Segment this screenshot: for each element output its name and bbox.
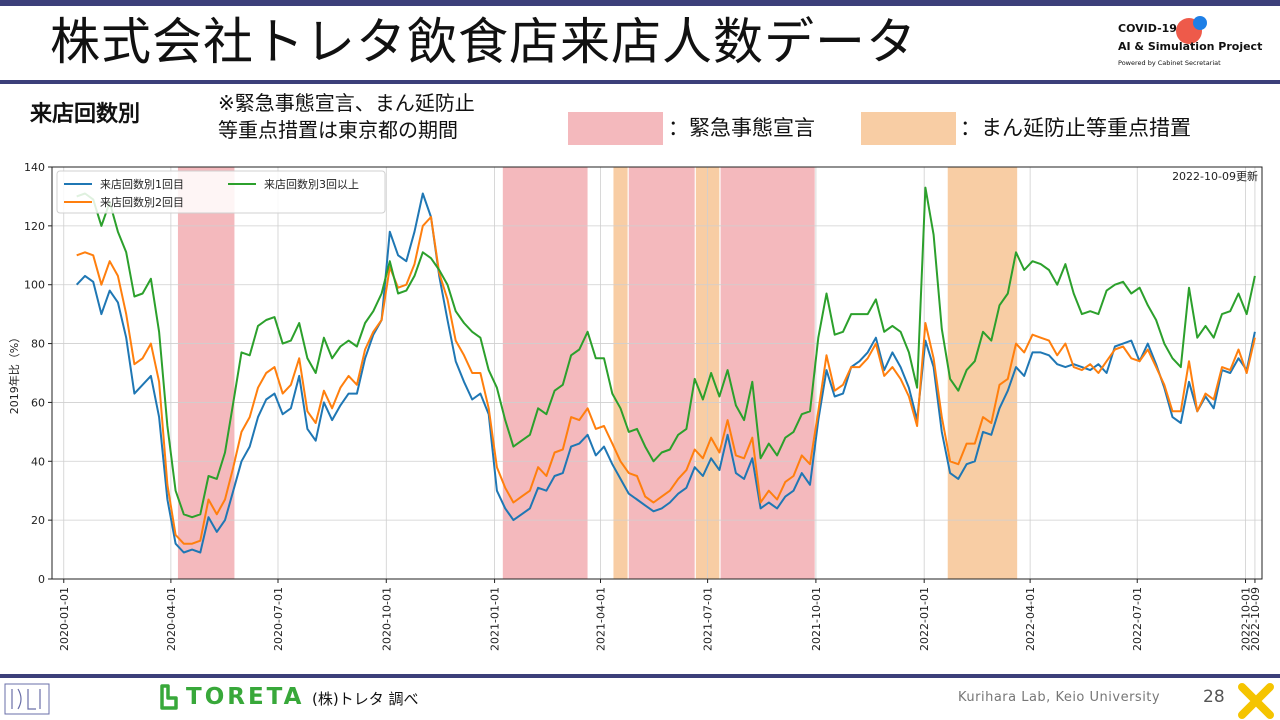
logo-blue-dot — [1193, 16, 1207, 30]
priority-legend-label: ：まん延防止等重点措置 — [960, 116, 1191, 140]
legend-label-3: 来店回数別3回以上 — [264, 177, 359, 191]
visitor-chart: 0 20 40 60 80 100 120 140 2020-01-01 2020-04-01 20… — [7, 161, 1263, 651]
y-tick-label: 120 — [24, 220, 45, 233]
x-tick-label: 2020-01-01 — [58, 587, 71, 651]
y-tick-label: 0 — [38, 573, 45, 586]
toreta-brand: TORETA — [186, 684, 305, 710]
lab-icon — [4, 683, 50, 715]
series-line-2 — [76, 216, 1256, 545]
covid-ai-project-logo: COVID-19 AI & Simulation Project Powered… — [1118, 14, 1268, 72]
x-tick-label: 2022-07-01 — [1131, 587, 1144, 651]
top-accent-bar — [0, 0, 1280, 6]
y-axis-label: 2019年比（%） — [7, 332, 21, 414]
data-credit: (株)トレタ 調べ — [312, 690, 419, 708]
x-tick-label: 2022-04-01 — [1024, 587, 1037, 651]
logo-line1: COVID-19 — [1118, 22, 1177, 35]
priority-period-band — [613, 167, 628, 579]
update-note: 2022-10-09更新 — [1172, 169, 1258, 183]
toreta-logo-icon — [160, 684, 178, 710]
y-tick-label: 140 — [24, 161, 45, 174]
x-tick-label: 2020-04-01 — [165, 587, 178, 651]
legend-label-2: 来店回数別2回目 — [100, 195, 184, 209]
x-tick-label: 2021-04-01 — [595, 587, 608, 651]
plot-frame — [51, 166, 1263, 580]
x-tick-label: 2020-07-01 — [272, 587, 285, 651]
y-tick-label: 60 — [31, 396, 45, 409]
priority-period-band — [947, 167, 1018, 579]
emergency-period-band — [720, 167, 815, 579]
footer-divider — [0, 674, 1280, 678]
series-line-1 — [75, 192, 1256, 554]
period-note-line1: ※緊急事態宣言、まん延防止 — [218, 91, 475, 115]
x-tick-label: 2022-01-01 — [918, 587, 931, 651]
y-tick-label: 100 — [24, 279, 45, 292]
legend-label-1: 来店回数別1回目 — [100, 177, 184, 191]
x-tick-label: 2022-10-09 — [1249, 587, 1262, 651]
x-tick-label: 2022-10-01 — [1240, 587, 1253, 651]
emergency-legend-label: ：緊急事態宣言 — [668, 116, 815, 140]
x-tick-label: 2021-07-01 — [702, 587, 715, 651]
logo-line2: AI & Simulation Project — [1118, 40, 1263, 53]
emergency-period-band — [628, 167, 695, 579]
x-tick-label: 2021-01-01 — [489, 587, 502, 651]
emergency-legend-swatch — [568, 112, 663, 145]
section-subtitle: 来店回数別 — [30, 102, 141, 127]
x-tick-label: 2021-10-01 — [810, 587, 823, 651]
period-note: ※緊急事態宣言、まん延防止 等重点措置は東京都の期間 — [218, 90, 475, 144]
x-tick-label: 2020-10-01 — [380, 587, 393, 651]
y-tick-label: 80 — [31, 338, 45, 351]
legend-box — [56, 170, 386, 214]
page-number: 28 — [1203, 687, 1225, 707]
page-title: 株式会社トレタ飲食店来店人数データ — [50, 13, 917, 71]
y-tick-label: 20 — [31, 514, 45, 527]
emergency-period-band — [502, 167, 588, 579]
x-logo-icon — [1238, 683, 1274, 719]
series-line-3 — [76, 186, 1256, 519]
y-tick-label: 40 — [31, 455, 45, 468]
period-note-line2: 等重点措置は東京都の期間 — [218, 118, 458, 142]
logo-line3: Powered by Cabinet Secretariat — [1118, 59, 1221, 67]
lab-name: Kurihara Lab, Keio University — [958, 690, 1161, 705]
priority-legend-swatch — [861, 112, 956, 145]
title-divider — [0, 80, 1280, 84]
